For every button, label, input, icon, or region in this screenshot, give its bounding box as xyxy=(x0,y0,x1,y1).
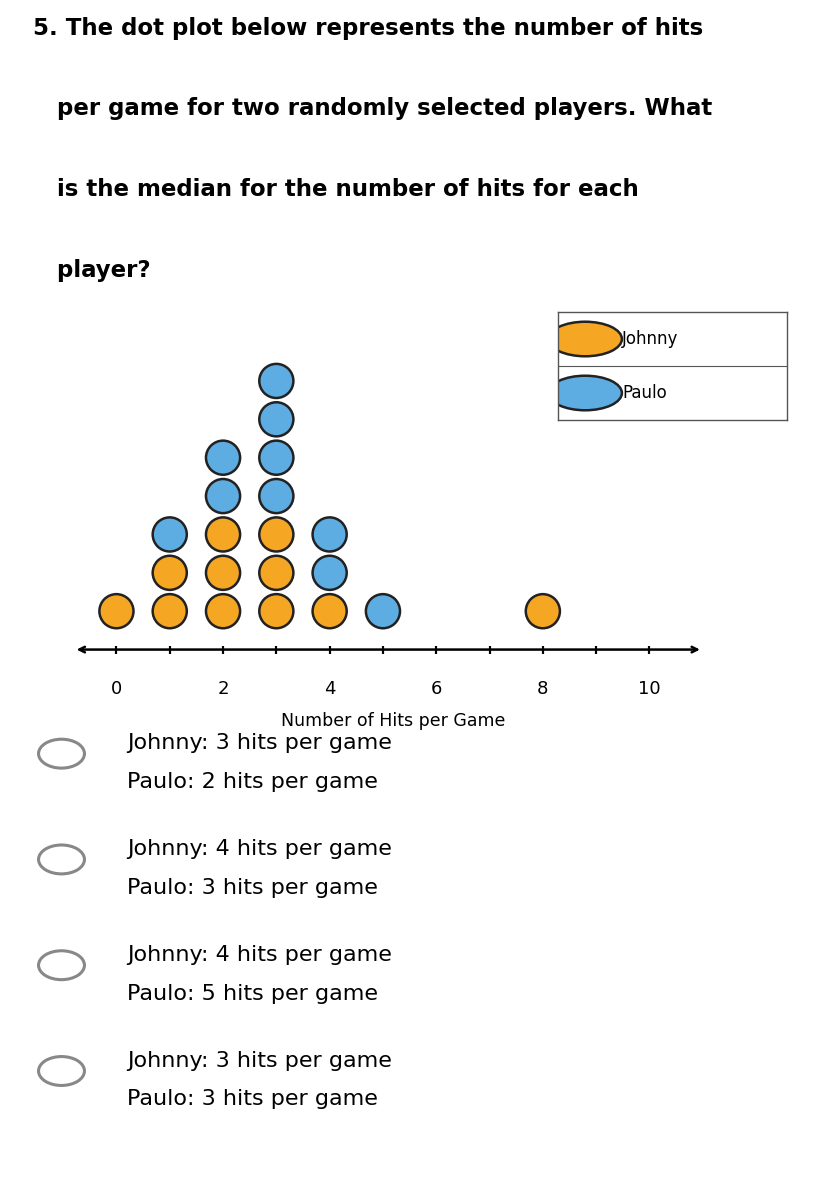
Circle shape xyxy=(38,1056,84,1086)
Circle shape xyxy=(259,517,293,552)
Circle shape xyxy=(206,594,240,629)
Circle shape xyxy=(99,594,133,629)
Circle shape xyxy=(259,594,293,629)
Circle shape xyxy=(548,322,621,356)
Text: is the median for the number of hits for each: is the median for the number of hits for… xyxy=(33,178,638,202)
Circle shape xyxy=(38,950,84,979)
Text: Paulo: Paulo xyxy=(621,384,666,402)
Circle shape xyxy=(259,479,293,514)
Text: player?: player? xyxy=(33,259,150,282)
Circle shape xyxy=(312,517,346,552)
Circle shape xyxy=(525,594,559,629)
Circle shape xyxy=(259,402,293,437)
Text: Paulo: 3 hits per game: Paulo: 3 hits per game xyxy=(127,878,378,898)
Circle shape xyxy=(312,556,346,590)
Circle shape xyxy=(206,479,240,514)
Text: Paulo: 5 hits per game: Paulo: 5 hits per game xyxy=(127,984,378,1003)
Circle shape xyxy=(259,556,293,590)
Text: Johnny: 4 hits per game: Johnny: 4 hits per game xyxy=(127,944,391,965)
Text: Paulo: 3 hits per game: Paulo: 3 hits per game xyxy=(127,1090,378,1109)
Text: 5. The dot plot below represents the number of hits: 5. The dot plot below represents the num… xyxy=(33,17,702,40)
Text: Johnny: Johnny xyxy=(621,330,677,348)
Text: Johnny: 3 hits per game: Johnny: 3 hits per game xyxy=(127,1051,391,1070)
Circle shape xyxy=(152,517,187,552)
Circle shape xyxy=(548,376,621,410)
Circle shape xyxy=(206,556,240,590)
Text: Johnny: 3 hits per game: Johnny: 3 hits per game xyxy=(127,733,391,754)
Circle shape xyxy=(38,845,84,874)
Circle shape xyxy=(312,594,346,629)
X-axis label: Number of Hits per Game: Number of Hits per Game xyxy=(281,713,505,731)
Text: Paulo: 2 hits per game: Paulo: 2 hits per game xyxy=(127,772,378,792)
Circle shape xyxy=(206,440,240,475)
Circle shape xyxy=(365,594,400,629)
Text: per game for two randomly selected players. What: per game for two randomly selected playe… xyxy=(33,97,711,120)
Text: Johnny: 4 hits per game: Johnny: 4 hits per game xyxy=(127,839,391,859)
Circle shape xyxy=(38,739,84,768)
Circle shape xyxy=(206,517,240,552)
Circle shape xyxy=(152,594,187,629)
Circle shape xyxy=(259,364,293,398)
Circle shape xyxy=(259,440,293,475)
Circle shape xyxy=(152,556,187,590)
